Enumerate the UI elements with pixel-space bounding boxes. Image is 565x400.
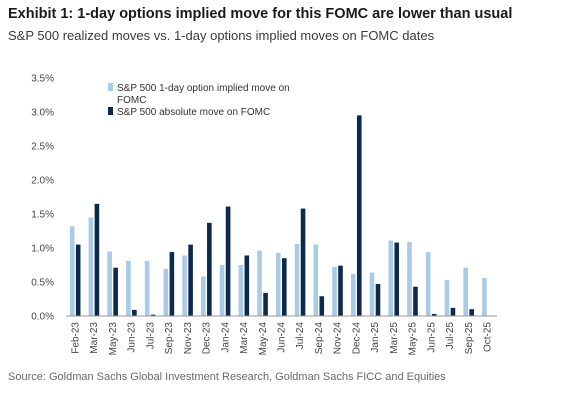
bar-implied-move [144,260,150,316]
bar-implied-move [69,226,75,316]
bar-implied-move [463,267,468,316]
bar-absolute-move [431,313,437,316]
bar-implied-move [332,267,337,316]
bar-absolute-move [75,244,81,316]
bar-absolute-move [450,307,456,316]
bar-implied-move [182,255,187,316]
bar-absolute-move [94,203,100,316]
x-tick-label: Mar-25 [389,322,400,354]
x-tick-label: Nov-24 [333,322,344,355]
chart-subtitle: S&P 500 realized moves vs. 1-day options… [8,28,435,43]
bar-implied-move [88,217,94,316]
x-tick-label: Dec-23 [202,322,213,355]
bar-absolute-move [394,242,400,316]
bar-absolute-move [132,309,137,316]
x-tick-label: Jul-24 [295,322,306,350]
y-axis: 0.0% 0.5% 1.0% 1.5% 2.0% 2.5% 3.0% 3.5% [31,74,54,323]
bar-absolute-move [263,292,268,316]
legend-label: S&P 500 1-day option implied move on [117,83,290,94]
bar-implied-move [201,276,206,316]
x-tick-label: Jun-23 [127,322,138,353]
legend-label: FOMC [117,95,146,106]
bar-implied-move [425,252,431,316]
x-tick-label: Sep-23 [164,322,175,355]
bar-implied-move [294,243,300,316]
bar-implied-move [238,265,244,316]
bar-absolute-move [188,244,193,316]
x-tick-label: Jun-25 [426,322,437,353]
y-tick-label: 1.5% [31,210,54,221]
legend-label: S&P 500 absolute move on FOMC [117,107,270,118]
bar-implied-move [407,241,412,316]
x-tick-label: May-24 [258,322,269,356]
bar-absolute-move [150,314,156,316]
bar-absolute-move [207,222,212,316]
source-note: Source: Goldman Sachs Global Investment … [8,371,446,383]
x-tick-label: Jul-25 [445,322,456,350]
y-tick-label: 2.5% [31,142,54,153]
bar-implied-move [369,272,375,316]
bar-absolute-move [375,284,381,316]
bar-absolute-move [338,265,343,316]
x-tick-label: Jan-24 [220,322,231,353]
x-tick-label: Mar-24 [239,322,250,354]
y-tick-label: 0.0% [31,312,54,323]
bar-absolute-move [225,206,231,316]
bar-absolute-move [413,286,418,316]
legend-swatch [108,107,113,115]
x-tick-label: Sep-25 [464,322,475,355]
y-tick-label: 1.0% [31,244,54,255]
bar-implied-move [388,240,394,316]
x-tick-label: Nov-23 [183,322,194,355]
x-tick-label: May-23 [108,322,119,356]
x-tick-label: Dec-24 [351,322,362,355]
bar-absolute-move [300,208,306,316]
x-tick-label: Jan-25 [370,322,381,353]
bar-implied-move [219,265,225,316]
y-tick-label: 3.0% [31,108,54,119]
x-axis: Feb-23 Mar-23 May-23 Jun-23 Jul-23 Sep-23 Nov-… [70,322,493,356]
x-tick-label: Sep-24 [314,322,325,355]
x-tick-label: Mar-23 [89,322,100,354]
x-tick-label: Feb-23 [70,322,81,354]
bar-absolute-move [356,115,362,317]
x-tick-label: Jun-24 [277,322,288,353]
y-tick-label: 0.5% [31,278,54,289]
bars [69,115,487,317]
bar-implied-move [257,250,262,316]
legend-swatch [108,83,113,91]
x-tick-label: Oct-25 [483,322,494,352]
bar-implied-move [163,269,169,316]
y-tick-label: 3.5% [31,74,54,85]
bar-implied-move [482,277,487,316]
bar-implied-move [107,251,112,316]
bar-implied-move [276,252,281,316]
y-tick-label: 2.0% [31,176,54,187]
bar-implied-move [126,260,131,316]
bar-absolute-move [244,255,250,316]
bar-absolute-move [282,258,287,316]
bar-absolute-move [469,309,474,316]
x-tick-label: Jul-23 [145,322,156,350]
chart-title: Exhibit 1: 1-day options implied move fo… [8,6,513,22]
bar-implied-move [313,244,319,316]
bar-implied-move [444,279,450,316]
bar-absolute-move [319,296,325,316]
x-tick-label: May-25 [408,322,419,356]
bar-absolute-move [113,267,118,316]
bar-absolute-move [169,252,175,316]
bar-implied-move [350,273,356,316]
legend: S&P 500 1-day option implied move onFOMC… [108,83,290,118]
